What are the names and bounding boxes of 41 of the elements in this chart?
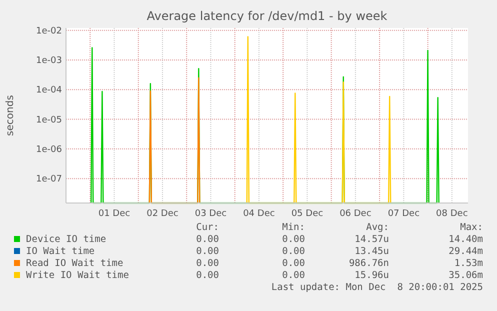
- y-axis-title: seconds: [5, 95, 16, 136]
- text: 0.00: [196, 234, 220, 245]
- x-tick-label: 04 Dec: [243, 209, 275, 219]
- text: Cur:: [196, 222, 219, 233]
- text: 1.53m: [454, 258, 484, 269]
- text: 14.57u: [354, 234, 389, 245]
- text: 986.76n: [348, 258, 389, 269]
- x-tick-label: 07 Dec: [388, 209, 420, 219]
- text: 0.00: [196, 246, 220, 257]
- text: 13.45u: [354, 246, 389, 257]
- text: 0.00: [282, 246, 306, 257]
- y-tick-label: 1e-03: [36, 56, 62, 66]
- x-tick-label: 01 Dec: [98, 209, 130, 219]
- text: 14.40m: [448, 234, 484, 245]
- y-tick-label: 1e-07: [36, 174, 62, 185]
- text: 0.00: [282, 258, 306, 269]
- text: 0.00: [196, 270, 220, 281]
- text: 35.06m: [448, 270, 484, 281]
- y-tick-label: 1e-02: [36, 26, 62, 36]
- text: 0.00: [282, 234, 306, 245]
- x-tick-label: 08 Dec: [436, 209, 468, 219]
- y-tick-label: 1e-04: [36, 86, 62, 96]
- text: 29.44m: [448, 246, 484, 257]
- chart-title: Average latency for /dev/md1 - by week: [146, 9, 388, 23]
- y-tick-label: 1e-06: [36, 144, 62, 155]
- legend-label: Device IO time: [26, 234, 106, 245]
- x-tick-label: 03 Dec: [194, 209, 227, 219]
- text: Min:: [282, 222, 305, 233]
- text: Last update: Mon Dec 8 20:00:01 2025: [271, 282, 483, 293]
- y-tick-label: 1e-05: [36, 115, 62, 126]
- text: 0.00: [196, 258, 220, 269]
- legend-label: IO Wait time: [26, 246, 95, 257]
- text: 0.00: [282, 270, 306, 281]
- text: Avg:: [366, 222, 389, 233]
- x-tick-label: 05 Dec: [291, 209, 324, 219]
- text: Max:: [460, 222, 483, 233]
- legend-label: Read IO Wait time: [26, 258, 124, 269]
- x-tick-label: 06 Dec: [340, 209, 372, 219]
- text: 15.96u: [354, 270, 389, 281]
- x-tick-label: 02 Dec: [146, 209, 178, 219]
- legend-label: Write IO Wait time: [26, 270, 130, 281]
